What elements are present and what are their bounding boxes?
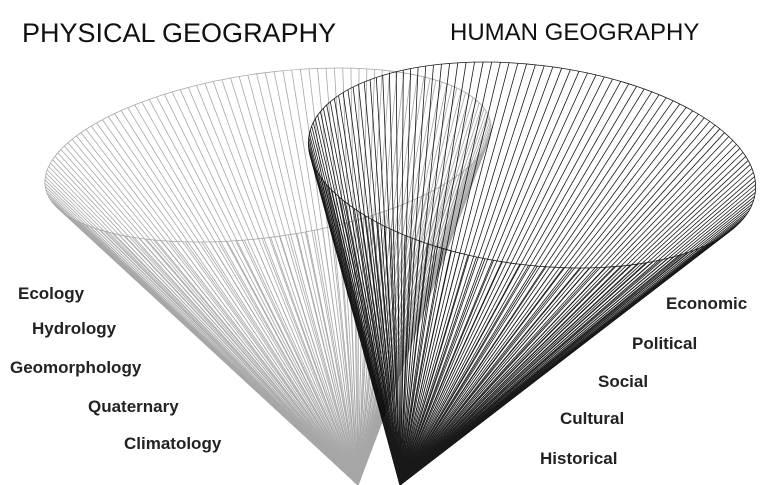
human-branch: Political [632, 334, 697, 353]
physical-branch: Climatology [124, 434, 222, 453]
cone-line [400, 118, 704, 485]
physical-branch: Hydrology [32, 319, 117, 338]
cone-line [142, 102, 358, 485]
cone-line [400, 152, 743, 485]
physical-branch: Quaternary [88, 397, 179, 416]
cone-line [188, 87, 358, 485]
cone-line [197, 85, 359, 485]
human-branch: Social [598, 372, 648, 391]
cone-line [400, 101, 673, 485]
cone-line [115, 114, 358, 485]
cone-line [400, 63, 518, 485]
human-branch: Historical [540, 449, 617, 468]
physical-branch: Geomorphology [10, 358, 142, 377]
diagram: PHYSICAL GEOGRAPHY HUMAN GEOGRAPHY Ecolo… [0, 0, 767, 485]
human-branch: Economic [666, 294, 747, 313]
physical-branch: Ecology [18, 284, 85, 303]
cones [34, 38, 767, 485]
cone-line [157, 97, 358, 485]
physical-title: PHYSICAL GEOGRAPHY [22, 18, 336, 48]
human-title: HUMAN GEOGRAPHY [450, 19, 699, 46]
human-branch: Cultural [560, 409, 624, 428]
